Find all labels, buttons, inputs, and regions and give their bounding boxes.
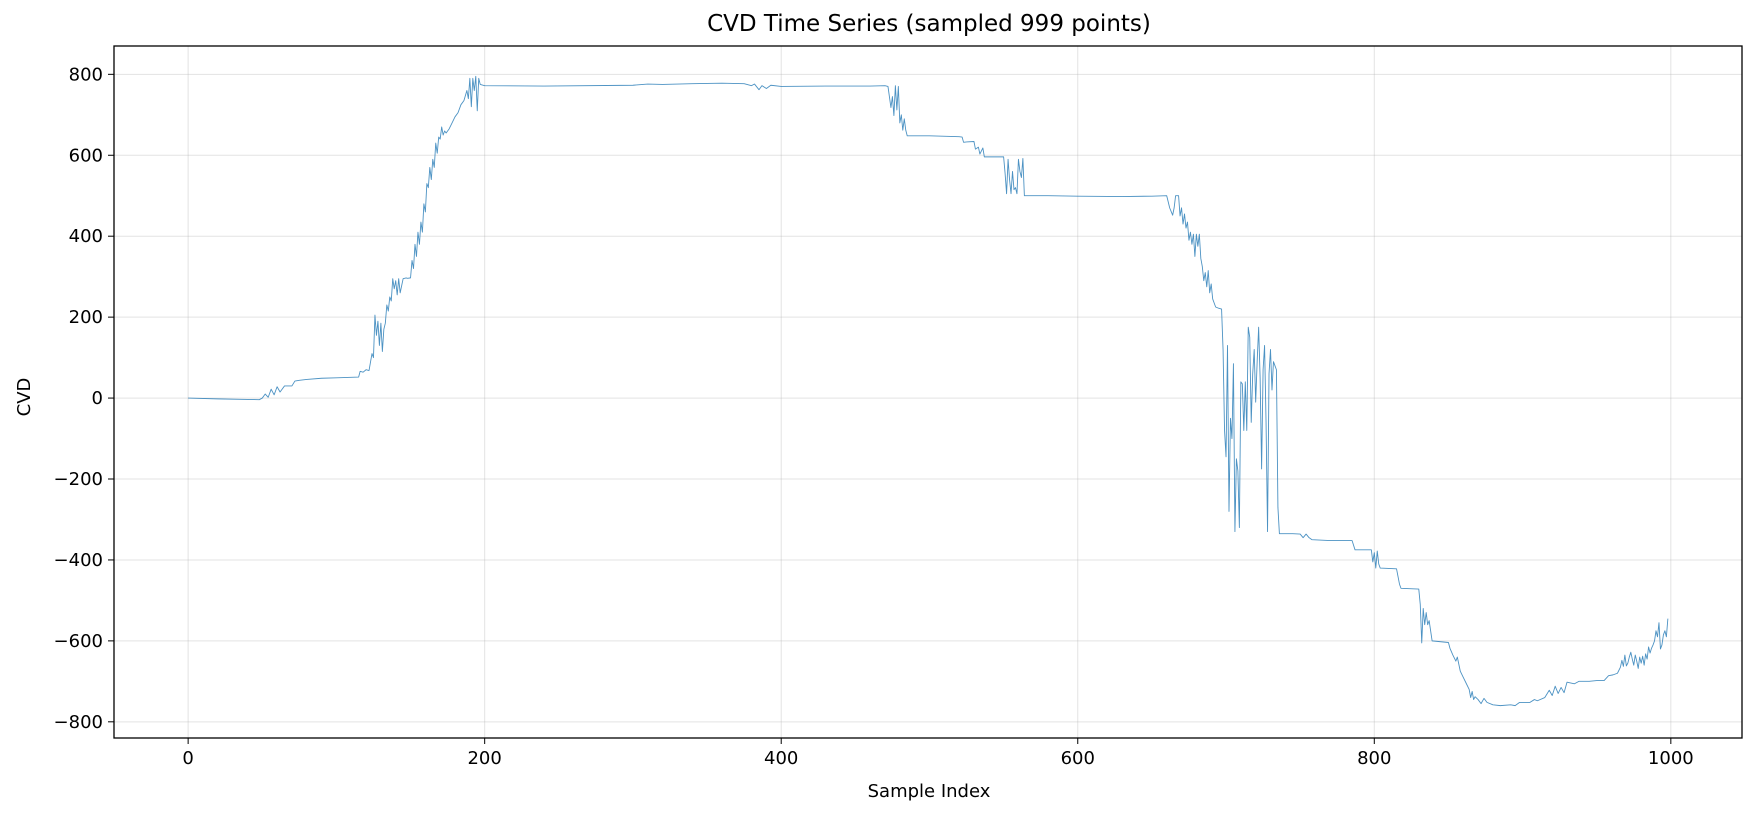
y-tick-label: −200 <box>54 469 103 490</box>
x-tick-label: 200 <box>467 748 501 769</box>
y-tick-label: 600 <box>69 145 103 166</box>
y-tick-label: −800 <box>54 712 103 733</box>
x-tick-label: 800 <box>1357 748 1391 769</box>
grid <box>114 46 1742 738</box>
axes-frame <box>113 45 1743 739</box>
x-tick-label: 0 <box>182 748 193 769</box>
y-tick-label: −600 <box>54 631 103 652</box>
chart-title: CVD Time Series (sampled 999 points) <box>707 11 1151 37</box>
y-tick-label: 0 <box>92 388 103 409</box>
x-tick-label: 1000 <box>1648 748 1694 769</box>
y-tick-label: 400 <box>69 226 103 247</box>
series-layer <box>188 75 1669 707</box>
y-tick-label: 800 <box>69 64 103 85</box>
x-tick-label: 600 <box>1061 748 1095 769</box>
y-tick-label: −400 <box>54 550 103 571</box>
ticks: 0 200 400 600 800 1000 −800 −600 −400 −200 0 200 400… <box>54 64 1694 769</box>
x-tick-label: 400 <box>764 748 798 769</box>
y-tick-label: 200 <box>69 307 103 328</box>
series-line-cvd <box>188 75 1669 707</box>
x-axis-label: Sample Index <box>868 781 991 802</box>
y-axis-label: CVD <box>14 378 35 417</box>
